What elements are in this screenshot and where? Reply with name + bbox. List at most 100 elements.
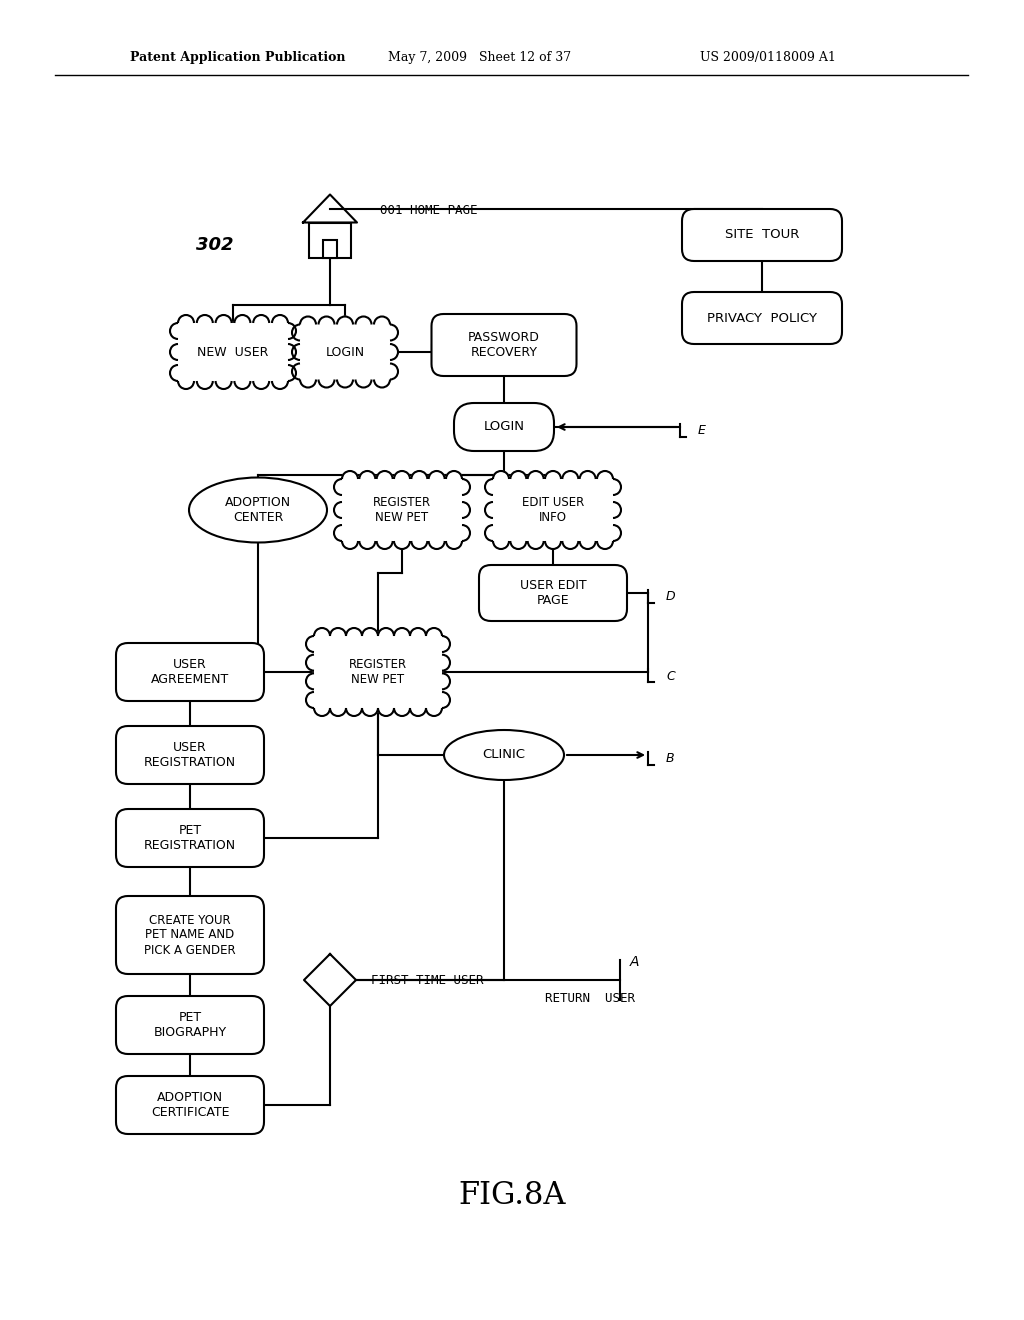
Circle shape — [330, 628, 346, 644]
Circle shape — [510, 533, 526, 549]
Circle shape — [170, 366, 186, 381]
Circle shape — [527, 471, 544, 487]
Circle shape — [378, 628, 394, 644]
Circle shape — [234, 374, 251, 389]
Circle shape — [374, 371, 390, 388]
Circle shape — [605, 502, 621, 517]
Bar — [323, 239, 337, 257]
FancyBboxPatch shape — [682, 292, 842, 345]
Text: LOGIN: LOGIN — [483, 421, 524, 433]
Circle shape — [280, 323, 296, 339]
Circle shape — [253, 374, 269, 389]
Circle shape — [253, 315, 269, 331]
Text: FIG.8A: FIG.8A — [459, 1180, 565, 1210]
Circle shape — [197, 315, 213, 331]
Ellipse shape — [444, 730, 564, 780]
Circle shape — [346, 700, 362, 715]
Circle shape — [377, 471, 392, 487]
Circle shape — [178, 374, 194, 389]
Circle shape — [394, 533, 410, 549]
Text: ADOPTION
CENTER: ADOPTION CENTER — [225, 496, 291, 524]
Text: B: B — [666, 752, 675, 766]
Text: USER
AGREEMENT: USER AGREEMENT — [151, 657, 229, 686]
Circle shape — [280, 345, 296, 360]
Text: CREATE YOUR
PET NAME AND
PICK A GENDER: CREATE YOUR PET NAME AND PICK A GENDER — [144, 913, 236, 957]
Circle shape — [545, 533, 561, 549]
FancyBboxPatch shape — [342, 479, 462, 541]
FancyBboxPatch shape — [116, 1076, 264, 1134]
Circle shape — [493, 471, 509, 487]
Text: US 2009/0118009 A1: US 2009/0118009 A1 — [700, 50, 836, 63]
FancyBboxPatch shape — [431, 314, 577, 376]
Circle shape — [306, 692, 322, 708]
Circle shape — [510, 471, 526, 487]
Circle shape — [300, 371, 316, 388]
Circle shape — [410, 700, 426, 715]
Text: May 7, 2009   Sheet 12 of 37: May 7, 2009 Sheet 12 of 37 — [388, 50, 571, 63]
Text: SITE  TOUR: SITE TOUR — [725, 228, 799, 242]
Circle shape — [314, 700, 330, 715]
Circle shape — [197, 374, 213, 389]
Circle shape — [394, 628, 410, 644]
Circle shape — [454, 502, 470, 517]
Circle shape — [334, 525, 350, 541]
Circle shape — [377, 533, 392, 549]
Circle shape — [580, 471, 596, 487]
Circle shape — [605, 479, 621, 495]
Circle shape — [410, 628, 426, 644]
Text: Patent Application Publication: Patent Application Publication — [130, 50, 345, 63]
FancyBboxPatch shape — [682, 209, 842, 261]
Text: FIRST TIME USER: FIRST TIME USER — [371, 974, 483, 986]
FancyBboxPatch shape — [493, 479, 613, 541]
Text: PRIVACY  POLICY: PRIVACY POLICY — [707, 312, 817, 325]
Circle shape — [355, 317, 372, 333]
Circle shape — [597, 471, 613, 487]
Text: REGISTER
NEW PET: REGISTER NEW PET — [373, 496, 431, 524]
Circle shape — [454, 479, 470, 495]
Text: A: A — [630, 954, 640, 969]
Circle shape — [412, 471, 427, 487]
Circle shape — [434, 692, 450, 708]
FancyBboxPatch shape — [479, 565, 627, 620]
Text: LOGIN: LOGIN — [326, 346, 365, 359]
Circle shape — [178, 315, 194, 331]
Circle shape — [493, 533, 509, 549]
FancyBboxPatch shape — [116, 997, 264, 1053]
Text: CLINIC: CLINIC — [482, 748, 525, 762]
Text: PASSWORD
RECOVERY: PASSWORD RECOVERY — [468, 331, 540, 359]
Circle shape — [362, 700, 378, 715]
FancyBboxPatch shape — [116, 809, 264, 867]
Circle shape — [216, 315, 231, 331]
Text: PET
REGISTRATION: PET REGISTRATION — [144, 824, 237, 851]
Circle shape — [334, 502, 350, 517]
Circle shape — [446, 533, 462, 549]
Circle shape — [434, 636, 450, 652]
Circle shape — [337, 317, 353, 333]
Circle shape — [374, 317, 390, 333]
Text: D: D — [666, 590, 676, 603]
Circle shape — [434, 673, 450, 689]
Circle shape — [342, 533, 358, 549]
Circle shape — [426, 628, 442, 644]
Circle shape — [485, 502, 501, 517]
Circle shape — [306, 636, 322, 652]
FancyBboxPatch shape — [116, 896, 264, 974]
Text: 001 HOME PAGE: 001 HOME PAGE — [380, 203, 477, 216]
Circle shape — [359, 533, 376, 549]
FancyBboxPatch shape — [314, 636, 442, 708]
Circle shape — [280, 366, 296, 381]
Circle shape — [605, 525, 621, 541]
Text: REGISTER
NEW PET: REGISTER NEW PET — [349, 657, 408, 686]
Circle shape — [355, 371, 372, 388]
Circle shape — [272, 374, 288, 389]
Circle shape — [306, 655, 322, 671]
Circle shape — [426, 700, 442, 715]
Circle shape — [580, 533, 596, 549]
Text: USER EDIT
PAGE: USER EDIT PAGE — [520, 579, 587, 607]
Circle shape — [318, 317, 335, 333]
Text: RETURN  USER: RETURN USER — [545, 991, 635, 1005]
Circle shape — [272, 315, 288, 331]
Text: E: E — [698, 425, 706, 437]
Circle shape — [292, 345, 308, 360]
Circle shape — [292, 363, 308, 380]
